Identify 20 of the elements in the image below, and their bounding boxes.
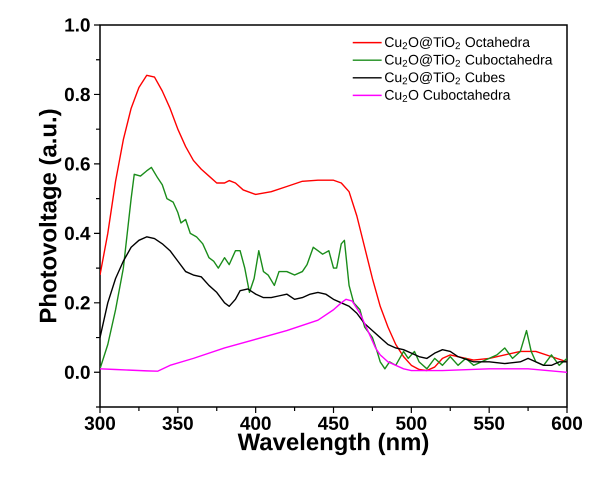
x-tick-label: 350	[162, 416, 193, 430]
y-tick-label: 1.0	[65, 18, 90, 32]
x-tick-label: 500	[396, 416, 426, 430]
legend-label: Cu$_{2}$O@TiO$_{2}$ Octahedra	[385, 36, 530, 50]
y-tick-label: 0.8	[64, 88, 90, 102]
y-tick-label: 0.4	[64, 226, 90, 240]
y-tick-label: 0.0	[64, 366, 90, 379]
x-tick-label: 550	[474, 416, 504, 430]
x-tick-label: 450	[318, 416, 349, 430]
x-tick-label: 600	[552, 416, 582, 430]
x-axis-title: Wavelength (nm)	[238, 432, 428, 456]
x-tick-label: 400	[240, 416, 271, 430]
legend-label: Cu$_{2}$O@TiO$_{2}$ Cubes	[385, 72, 505, 84]
legend-label: Cu$_{2}$O Cuboctahedra	[385, 90, 510, 102]
y-tick-label: 0.2	[64, 296, 90, 310]
line-series	[100, 166, 568, 370]
y-tick-label: 0.6	[64, 157, 90, 171]
legend-label: Cu$_{2}$O@TiO$_{2}$ Cuboctahedra	[385, 54, 552, 67]
y-axis-title: Photovoltage (a.u.)	[38, 110, 62, 322]
x-tick-label: 300	[84, 416, 116, 430]
